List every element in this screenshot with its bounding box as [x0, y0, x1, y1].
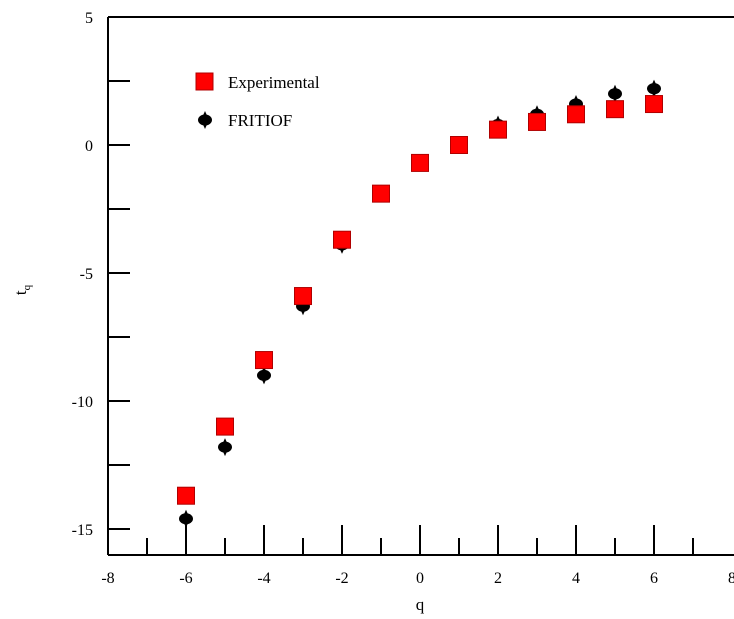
legend-label-fritiof: FRITIOF — [228, 111, 292, 130]
legend-label-experimental: Experimental — [228, 73, 320, 92]
y-axis-label-main: t — [11, 290, 30, 295]
y-tick-label: -15 — [72, 522, 93, 539]
fritiof-point — [218, 438, 232, 457]
experimental-point — [450, 136, 468, 154]
x-tick-label: -2 — [335, 570, 348, 587]
x-tick-label: 4 — [572, 570, 580, 587]
experimental-point — [372, 184, 390, 203]
y-tick-label: 5 — [85, 10, 93, 27]
legend-marker-fritiof — [198, 111, 212, 129]
x-tick-label: 0 — [416, 570, 424, 587]
y-tick-label: 0 — [85, 138, 93, 155]
experimental-point — [567, 105, 585, 124]
experimental-point — [645, 95, 663, 114]
x-tick-label: 2 — [494, 570, 502, 587]
x-tick-label: 6 — [650, 570, 658, 587]
x-tick-label: -8 — [101, 570, 114, 587]
y-tick-label: -10 — [72, 394, 93, 411]
experimental-point — [528, 112, 546, 131]
x-axis-label: q — [416, 595, 425, 614]
y-tick-label: -5 — [80, 266, 93, 283]
x-tick-label: 8 — [728, 570, 734, 587]
experimental-point — [333, 230, 351, 249]
experimental-point — [606, 100, 624, 119]
x-tick-label: -6 — [179, 570, 192, 587]
tick-marks — [108, 16, 694, 555]
fritiof-point — [257, 366, 271, 385]
experimental-point — [255, 351, 273, 370]
experimental-point — [489, 120, 507, 139]
legend: Experimental FRITIOF — [195, 72, 320, 130]
fritiof-point — [647, 79, 661, 98]
tick-labels: -8 -6 -4 -2 0 2 4 6 8 5 0 -5 -10 -15 — [72, 10, 734, 587]
experimental-point — [177, 486, 195, 505]
y-axis-label-subscript: q — [21, 284, 33, 290]
fritiof-point — [179, 509, 193, 528]
fritiof-point — [608, 84, 622, 103]
experimental-point — [294, 287, 312, 306]
axes — [107, 16, 734, 556]
data-points — [177, 79, 663, 528]
experimental-point — [216, 417, 234, 436]
y-axis-label: tq — [11, 284, 33, 295]
x-tick-label: -4 — [257, 570, 270, 587]
legend-marker-experimental — [195, 72, 214, 91]
experimental-point — [411, 153, 429, 172]
